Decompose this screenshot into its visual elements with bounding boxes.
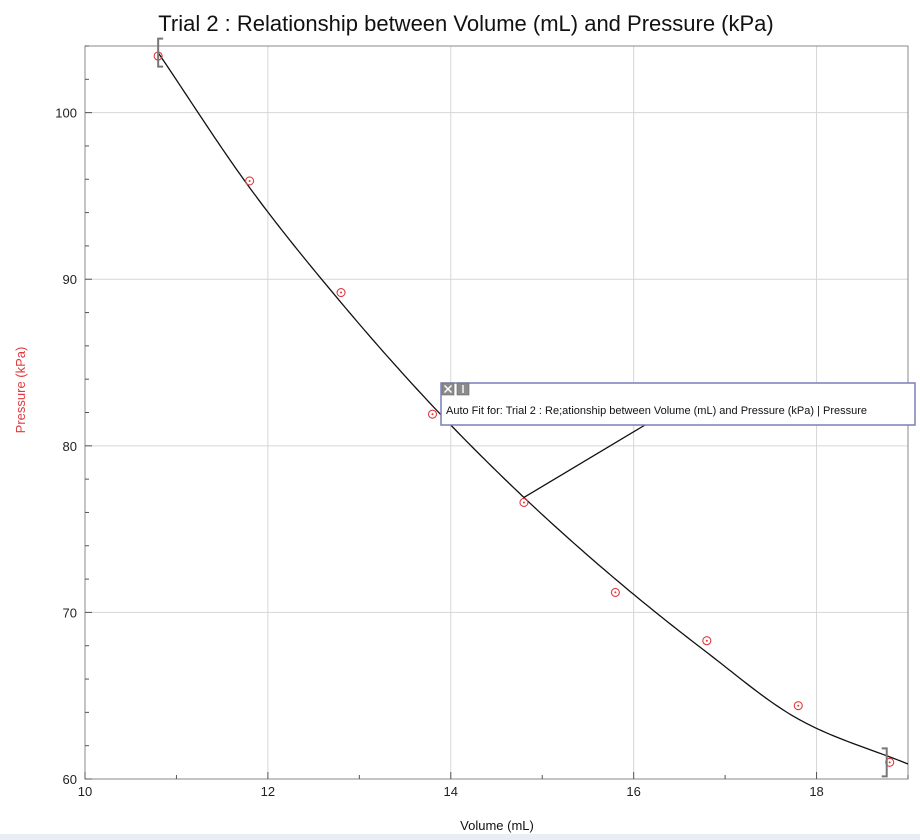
grid-layer (85, 46, 908, 779)
y-tick-label-90: 90 (63, 272, 77, 287)
x-tick-label-14: 14 (444, 784, 458, 799)
y-tick-label-80: 80 (63, 439, 77, 454)
data-point[interactable] (245, 176, 255, 186)
auto-fit-curve[interactable] (157, 52, 909, 765)
y-tick-label-100: 100 (55, 106, 77, 121)
bottom-toolbar-strip (0, 834, 920, 840)
data-point[interactable] (793, 701, 803, 711)
x-axis-label: Volume (mL) (460, 818, 534, 833)
chart-title: Trial 2 : Relationship between Volume (m… (158, 11, 773, 36)
fit-range-start-bracket[interactable] (157, 37, 164, 68)
annotation-options-button[interactable] (456, 382, 470, 396)
y-axis-ticks: 60 70 80 90 100 (55, 106, 77, 787)
x-tick-label-16: 16 (626, 784, 640, 799)
data-point[interactable] (336, 288, 346, 298)
annotation-frame (440, 382, 916, 426)
close-annotation-button[interactable] (441, 382, 455, 396)
data-point[interactable] (427, 409, 438, 419)
annotation-box[interactable]: Auto Fit for: Trial 2 : Re;ationship bet… (440, 382, 916, 426)
data-point[interactable] (610, 587, 620, 597)
fit-range-brackets (157, 37, 888, 778)
y-tick-label-70: 70 (63, 605, 77, 620)
x-axis-ticks: 10 12 14 16 18 (78, 784, 824, 799)
data-point[interactable] (519, 497, 529, 508)
fit-range-end-bracket[interactable] (881, 747, 888, 778)
minor-ticks (84, 45, 909, 780)
annotation-leader-line (523, 424, 646, 499)
y-axis-label: Pressure (kPa) (13, 347, 28, 434)
annotation-text: Auto Fit for: Trial 2 : Re;ationship bet… (446, 405, 867, 417)
x-tick-label-12: 12 (261, 784, 275, 799)
data-point[interactable] (702, 636, 712, 646)
data-points (153, 51, 895, 767)
x-tick-label-10: 10 (78, 784, 92, 799)
x-tick-label-18: 18 (809, 784, 823, 799)
y-tick-label-60: 60 (63, 772, 77, 787)
